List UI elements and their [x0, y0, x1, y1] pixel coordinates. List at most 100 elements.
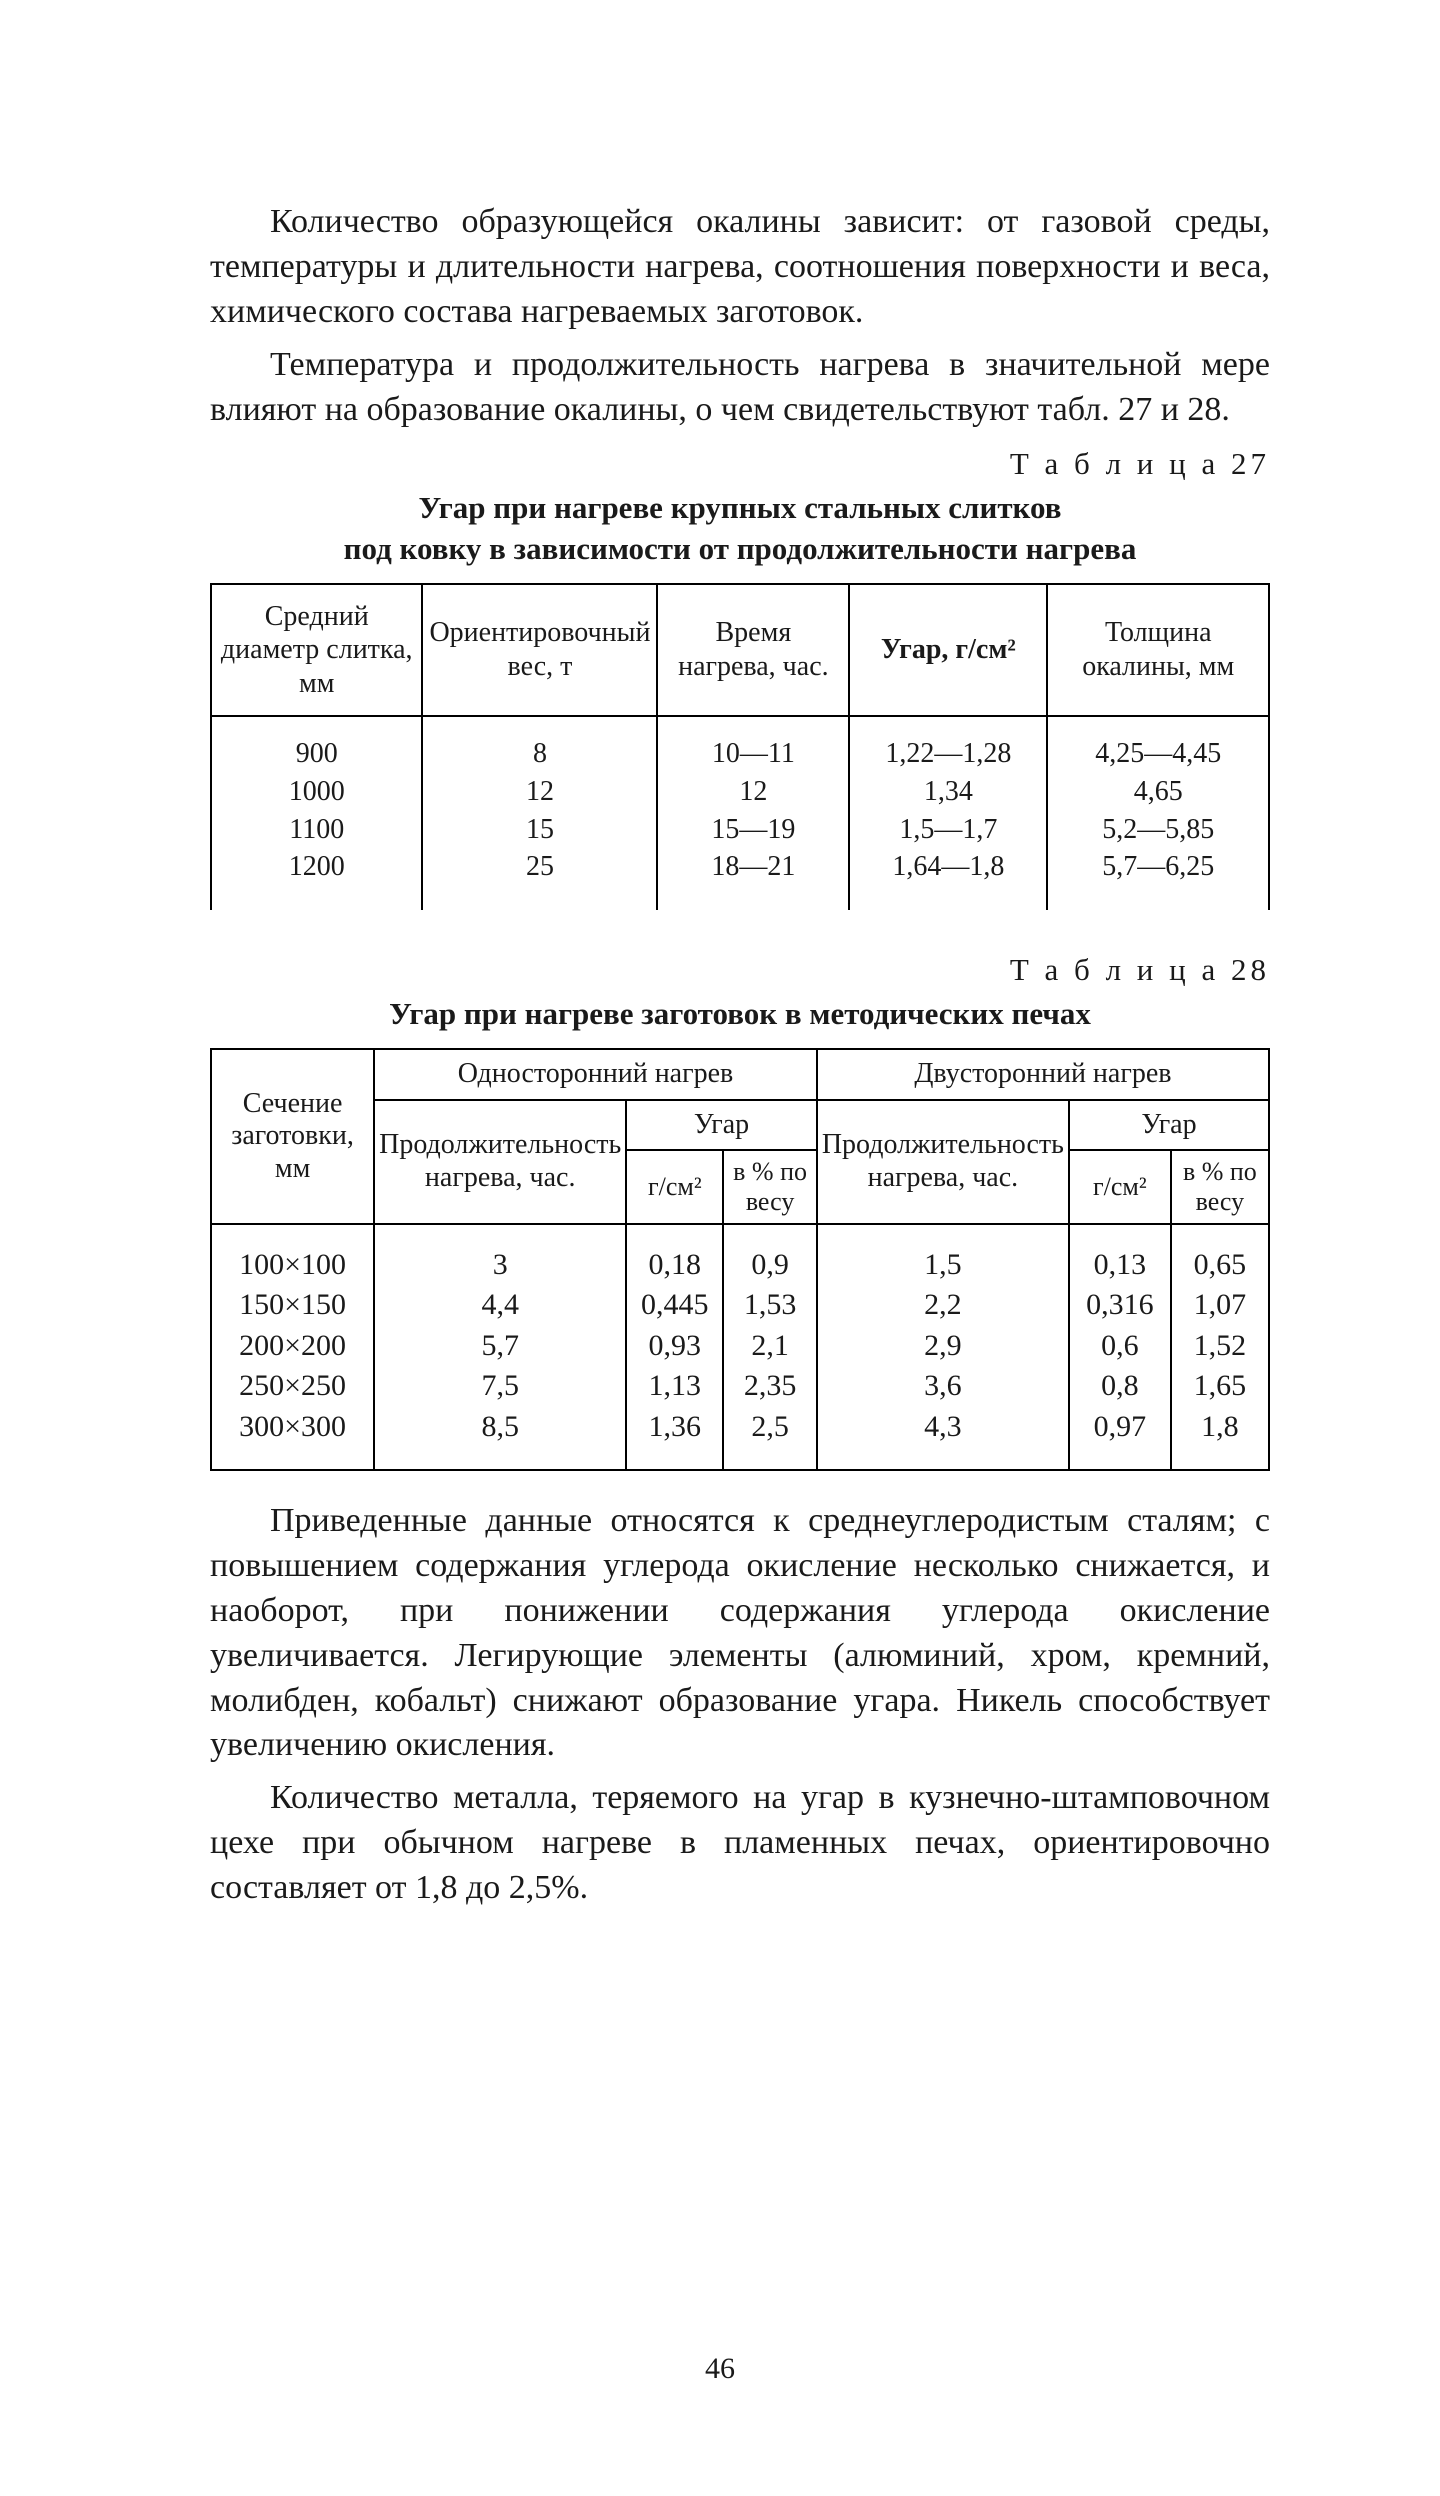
t28-r5-g1: 1,36: [633, 1407, 716, 1448]
table28: Сечение заготовки, мм Односторонний нагр…: [210, 1048, 1270, 1471]
t28-h-twoside: Двусторонний нагрев: [817, 1049, 1269, 1099]
t28-r2-g1: 0,445: [633, 1285, 716, 1326]
t28-h-pct1: в % по весу: [723, 1150, 816, 1224]
t28-h-gcm2: г/см²: [1069, 1150, 1171, 1224]
paragraph-1: Количество образующейся окалины зависит:…: [210, 200, 1270, 335]
t27-r1c2: 8: [429, 735, 650, 773]
t27-h2: Ориентировочный вес, т: [422, 584, 657, 716]
t28-r4-p2: 1,65: [1178, 1366, 1262, 1407]
t28-r4-p1: 2,35: [730, 1366, 809, 1407]
t28-h-section: Сечение заготовки, мм: [211, 1049, 374, 1223]
t28-h-gcm1: г/см²: [626, 1150, 723, 1224]
t28-h-ugar1: Угар: [626, 1100, 817, 1150]
t28-r5-d1: 8,5: [381, 1407, 619, 1448]
t27-h3: Время нагрева, час.: [657, 584, 849, 716]
t28-r1-p1: 0,9: [730, 1245, 809, 1286]
t28-r3-d2: 2,9: [824, 1326, 1062, 1367]
t28-r5-d2: 4,3: [824, 1407, 1062, 1448]
t28-r5-sec: 300×300: [218, 1407, 367, 1448]
t27-r2c5: 4,65: [1054, 773, 1262, 811]
table27-title-line2: под ковку в зависимости от продолжительн…: [344, 531, 1137, 566]
t27-r3c4: 1,5—1,7: [856, 811, 1040, 849]
t28-h-dur1: Продолжительность нагрева, час.: [374, 1100, 626, 1224]
t27-col2: 8 12 15 25: [422, 716, 657, 910]
t28-h-dur2: Продолжительность нагрева, час.: [817, 1100, 1069, 1224]
t28-col-sec: 100×100 150×150 200×200 250×250 300×300: [211, 1224, 374, 1471]
t28-r3-sec: 200×200: [218, 1326, 367, 1367]
t28-r4-g2: 0,8: [1076, 1366, 1164, 1407]
t27-r3c2: 15: [429, 811, 650, 849]
paragraph-1-text: Количество образующейся окалины зависит:…: [210, 203, 1270, 330]
t28-col-g1: 0,18 0,445 0,93 1,13 1,36: [626, 1224, 723, 1471]
t27-r4c1: 1200: [218, 848, 415, 886]
t28-r5-g2: 0,97: [1076, 1407, 1164, 1448]
t28-r1-g2: 0,13: [1076, 1245, 1164, 1286]
t27-r1c4: 1,22—1,28: [856, 735, 1040, 773]
t28-r1-d2: 1,5: [824, 1245, 1062, 1286]
t27-h1: Средний диаметр слитка, мм: [211, 584, 422, 716]
t28-r4-d2: 3,6: [824, 1366, 1062, 1407]
table27: Средний диаметр слитка, мм Ориентировочн…: [210, 583, 1270, 910]
t28-col-p1: 0,9 1,53 2,1 2,35 2,5: [723, 1224, 816, 1471]
page: Количество образующейся окалины зависит:…: [0, 0, 1440, 2496]
t27-col3: 10—11 12 15—19 18—21: [657, 716, 849, 910]
t28-r2-p1: 1,53: [730, 1285, 809, 1326]
t27-col1: 900 1000 1100 1200: [211, 716, 422, 910]
t28-r3-g1: 0,93: [633, 1326, 716, 1367]
t27-r1c3: 10—11: [664, 735, 842, 773]
t27-r2c1: 1000: [218, 773, 415, 811]
t28-r2-p2: 1,07: [1178, 1285, 1262, 1326]
t28-h-ugar2: Угар: [1069, 1100, 1269, 1150]
t27-r3c5: 5,2—5,85: [1054, 811, 1262, 849]
paragraph-2: Температура и продолжительность нагрева …: [210, 343, 1270, 433]
t28-r1-sec: 100×100: [218, 1245, 367, 1286]
t27-h5: Толщина окалины, мм: [1047, 584, 1269, 716]
t27-r2c2: 12: [429, 773, 650, 811]
t28-r4-sec: 250×250: [218, 1366, 367, 1407]
t28-h-oneside: Односторонний нагрев: [374, 1049, 817, 1099]
paragraph-2-text: Температура и продолжительность нагрева …: [210, 346, 1270, 428]
t28-r4-g1: 1,13: [633, 1366, 716, 1407]
page-number: 46: [0, 2352, 1440, 2386]
t28-r3-d1: 5,7: [381, 1326, 619, 1367]
table27-title: Угар при нагреве крупных стальных слитко…: [210, 488, 1270, 569]
t27-r1c5: 4,25—4,45: [1054, 735, 1262, 773]
t27-h4: Угар, г/см²: [849, 584, 1047, 716]
t28-col-d1: 3 4,4 5,7 7,5 8,5: [374, 1224, 626, 1471]
t28-r5-p1: 2,5: [730, 1407, 809, 1448]
t27-r4c2: 25: [429, 848, 650, 886]
t28-r1-p2: 0,65: [1178, 1245, 1262, 1286]
t28-r2-d2: 2,2: [824, 1285, 1062, 1326]
t28-col-g2: 0,13 0,316 0,6 0,8 0,97: [1069, 1224, 1171, 1471]
t28-r2-sec: 150×150: [218, 1285, 367, 1326]
t28-r3-p1: 2,1: [730, 1326, 809, 1367]
t28-r1-d1: 3: [381, 1245, 619, 1286]
t28-r3-g2: 0,6: [1076, 1326, 1164, 1367]
t27-r4c5: 5,7—6,25: [1054, 848, 1262, 886]
paragraph-3-text: Приведенные данные относятся к среднеугл…: [210, 1502, 1270, 1763]
t28-r4-d1: 7,5: [381, 1366, 619, 1407]
table27-label: Т а б л и ц а 27: [210, 446, 1270, 482]
t27-r3c1: 1100: [218, 811, 415, 849]
t27-col4: 1,22—1,28 1,34 1,5—1,7 1,64—1,8: [849, 716, 1047, 910]
t28-r2-g2: 0,316: [1076, 1285, 1164, 1326]
t28-r2-d1: 4,4: [381, 1285, 619, 1326]
table28-title: Угар при нагреве заготовок в методически…: [210, 994, 1270, 1034]
paragraph-3: Приведенные данные относятся к среднеугл…: [210, 1499, 1270, 1768]
t28-r3-p2: 1,52: [1178, 1326, 1262, 1367]
paragraph-4: Количество металла, теряемого на угар в …: [210, 1776, 1270, 1911]
t27-r4c3: 18—21: [664, 848, 842, 886]
t27-r3c3: 15—19: [664, 811, 842, 849]
t27-col5: 4,25—4,45 4,65 5,2—5,85 5,7—6,25: [1047, 716, 1269, 910]
t27-r2c4: 1,34: [856, 773, 1040, 811]
t28-r1-g1: 0,18: [633, 1245, 716, 1286]
table28-label: Т а б л и ц а 28: [210, 952, 1270, 988]
paragraph-4-text: Количество металла, теряемого на угар в …: [210, 1779, 1270, 1906]
t28-col-d2: 1,5 2,2 2,9 3,6 4,3: [817, 1224, 1069, 1471]
t28-col-p2: 0,65 1,07 1,52 1,65 1,8: [1171, 1224, 1269, 1471]
t27-r2c3: 12: [664, 773, 842, 811]
t27-r4c4: 1,64—1,8: [856, 848, 1040, 886]
table27-title-line1: Угар при нагреве крупных стальных слитко…: [419, 490, 1062, 525]
t27-r1c1: 900: [218, 735, 415, 773]
t28-h-pct2: в % по весу: [1171, 1150, 1269, 1224]
